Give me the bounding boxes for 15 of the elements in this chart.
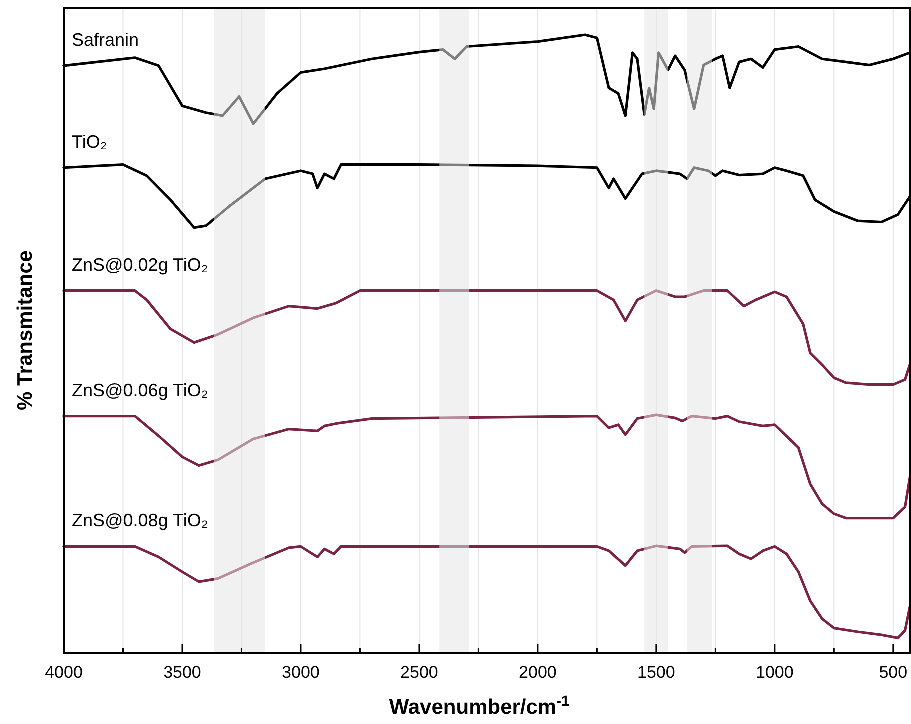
- x-tick-label: 2500: [400, 663, 438, 682]
- y-axis-title: % Transmitance: [14, 250, 37, 410]
- series-label: ZnS@0.02g TiO₂: [72, 254, 208, 275]
- x-tick-label: 3500: [164, 663, 202, 682]
- series-label: ZnS@0.08g TiO₂: [72, 510, 208, 531]
- x-tick-label: 4000: [45, 663, 83, 682]
- x-axis-title: Wavenumber/cm$^{-1}$: [389, 694, 570, 719]
- series-label: TiO₂: [72, 132, 108, 152]
- x-tick-label: 1000: [756, 663, 794, 682]
- x-tick-label: 3000: [282, 663, 320, 682]
- x-tick-label: 500: [879, 663, 908, 682]
- x-tick-label: 1500: [638, 663, 676, 682]
- x-tick-label: 2000: [519, 663, 557, 682]
- series-label: ZnS@0.06g TiO₂: [72, 380, 208, 400]
- series-label: Safranin: [72, 30, 140, 50]
